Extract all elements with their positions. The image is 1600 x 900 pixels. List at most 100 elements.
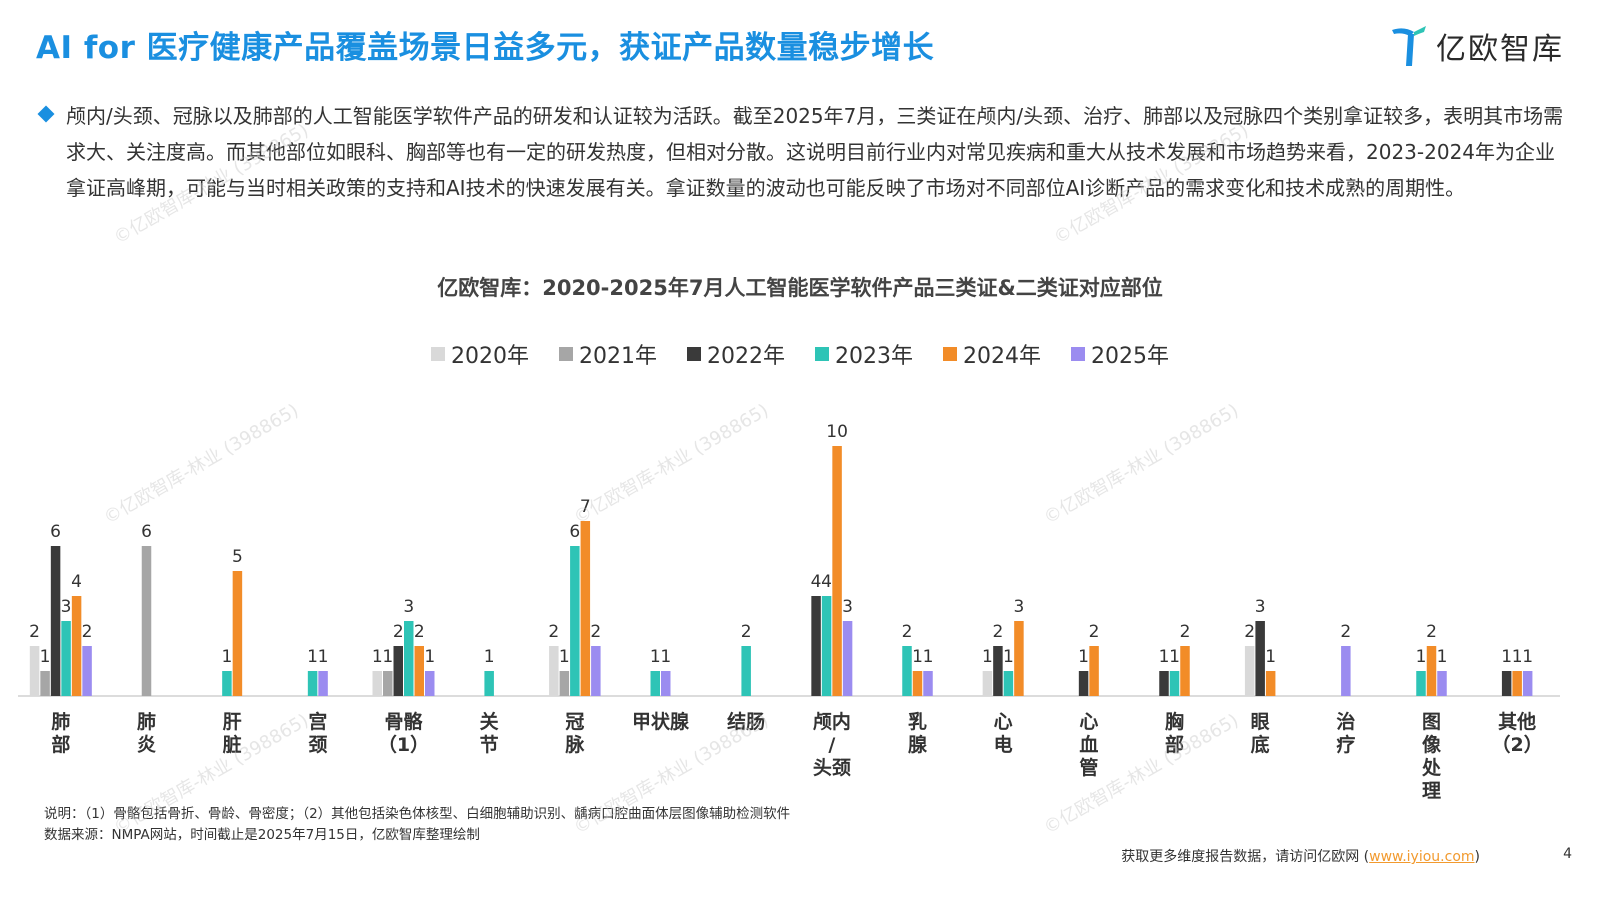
bar bbox=[425, 671, 435, 696]
category-label: （2） bbox=[1492, 733, 1543, 756]
data-label: 4 bbox=[811, 572, 822, 592]
data-label: 1 bbox=[559, 647, 570, 667]
footer-close: ) bbox=[1474, 849, 1480, 865]
bar bbox=[29, 646, 40, 696]
category-label: 乳 bbox=[908, 710, 927, 733]
legend-swatch bbox=[559, 347, 573, 361]
legend-item: 2022年 bbox=[687, 338, 785, 370]
data-label: 1 bbox=[1003, 647, 1014, 667]
category-label: / bbox=[828, 734, 835, 756]
data-label: 4 bbox=[821, 572, 832, 592]
category-label: 节 bbox=[480, 734, 499, 756]
bar bbox=[1078, 671, 1089, 696]
data-label: 1 bbox=[1437, 647, 1448, 667]
data-label: 2 bbox=[993, 622, 1004, 642]
category-label: 头颈 bbox=[813, 757, 851, 779]
bar bbox=[404, 621, 414, 696]
chart-legend: 2020年 2021年 2022年 2023年 2024年 2025年 bbox=[0, 338, 1600, 370]
data-label: 3 bbox=[842, 597, 853, 617]
category-label: 甲状腺 bbox=[632, 710, 690, 733]
category-label: 图 bbox=[1422, 711, 1441, 733]
bar bbox=[372, 671, 382, 696]
data-label: 1 bbox=[1522, 647, 1533, 667]
legend-label: 2024年 bbox=[963, 344, 1041, 369]
bar bbox=[549, 646, 559, 696]
footer: 获取更多维度报告数据，请访问亿欧网 (www.iyiou.com) bbox=[1121, 846, 1480, 866]
data-label: 6 bbox=[569, 522, 580, 542]
legend-label: 2023年 bbox=[835, 344, 913, 369]
category-label: 炎 bbox=[137, 734, 156, 756]
legend-item: 2024年 bbox=[943, 338, 1041, 370]
data-label: 1 bbox=[318, 647, 329, 667]
bar bbox=[318, 671, 328, 696]
category-label: 疗 bbox=[1336, 733, 1355, 756]
bar bbox=[1512, 671, 1522, 696]
category-label: （1） bbox=[378, 733, 429, 756]
data-label: 2 bbox=[590, 622, 601, 642]
data-label: 5 bbox=[232, 547, 243, 567]
category-label: 部 bbox=[1165, 733, 1184, 756]
bar bbox=[1003, 671, 1014, 696]
category-label: 电 bbox=[994, 733, 1013, 756]
bar bbox=[650, 671, 660, 696]
legend-item: 2021年 bbox=[559, 338, 657, 370]
bar bbox=[993, 646, 1003, 696]
bar bbox=[591, 646, 601, 696]
data-label: 1 bbox=[484, 647, 495, 667]
data-label: 6 bbox=[141, 522, 152, 542]
data-label: 1 bbox=[1416, 647, 1427, 667]
bar bbox=[307, 671, 318, 696]
category-label: 处 bbox=[1421, 756, 1442, 779]
bar bbox=[811, 596, 821, 696]
bar bbox=[50, 546, 61, 696]
data-label: 2 bbox=[393, 622, 404, 642]
category-label: 部 bbox=[51, 733, 70, 756]
data-label: 1 bbox=[424, 647, 435, 667]
footer-link[interactable]: www.iyiou.com bbox=[1369, 849, 1475, 865]
data-label: 1 bbox=[372, 647, 383, 667]
category-label: 眼 bbox=[1251, 711, 1270, 733]
bar bbox=[1159, 671, 1169, 696]
bar bbox=[1089, 646, 1099, 696]
data-label: 2 bbox=[1244, 622, 1255, 642]
category-label: 底 bbox=[1251, 733, 1270, 756]
category-label: 关 bbox=[480, 710, 499, 733]
bar bbox=[559, 671, 570, 696]
data-label: 2 bbox=[741, 622, 752, 642]
footer-text: 获取更多维度报告数据，请访问亿欧网 ( bbox=[1121, 849, 1370, 865]
bar bbox=[1255, 621, 1265, 696]
legend-swatch bbox=[815, 347, 829, 361]
category-label: 颅内 bbox=[813, 710, 851, 733]
bar bbox=[832, 446, 842, 696]
bar bbox=[484, 671, 494, 696]
summary-section: 颅内/头颈、冠脉以及肺部的人工智能医学软件产品的研发和认证较为活跃。截至2025… bbox=[36, 98, 1566, 206]
bar bbox=[222, 671, 232, 696]
data-label: 7 bbox=[580, 497, 591, 517]
note-line: 说明：（1）骨骼包括骨折、骨龄、骨密度；（2）其他包括染色体核型、白细胞辅助识别… bbox=[44, 806, 791, 822]
chart-title: 亿欧智库：2020-2025年7月人工智能医学软件产品三类证&二类证对应部位 bbox=[437, 276, 1163, 300]
data-label: 10 bbox=[826, 422, 848, 442]
bar bbox=[1416, 671, 1426, 696]
category-label: 血 bbox=[1079, 733, 1098, 756]
category-label: 肺 bbox=[137, 711, 156, 733]
category-label: 心 bbox=[1079, 711, 1098, 733]
data-label: 3 bbox=[403, 597, 414, 617]
data-label: 1 bbox=[40, 647, 51, 667]
data-label: 2 bbox=[1089, 622, 1100, 642]
data-label: 3 bbox=[1014, 597, 1025, 617]
bar bbox=[821, 596, 832, 696]
category-label: 像 bbox=[1422, 733, 1442, 756]
category-label: 胸 bbox=[1165, 710, 1184, 733]
legend-label: 2020年 bbox=[451, 344, 529, 369]
bar bbox=[1426, 646, 1437, 696]
bar bbox=[414, 646, 424, 696]
data-label: 2 bbox=[1180, 622, 1191, 642]
category-label: 理 bbox=[1422, 780, 1441, 802]
bar bbox=[842, 621, 853, 696]
category-label: 肝 bbox=[223, 711, 242, 733]
category-label: 冠 bbox=[565, 711, 584, 733]
bar bbox=[570, 546, 580, 696]
bar bbox=[912, 671, 923, 696]
bar bbox=[40, 671, 50, 696]
bar bbox=[232, 571, 243, 696]
